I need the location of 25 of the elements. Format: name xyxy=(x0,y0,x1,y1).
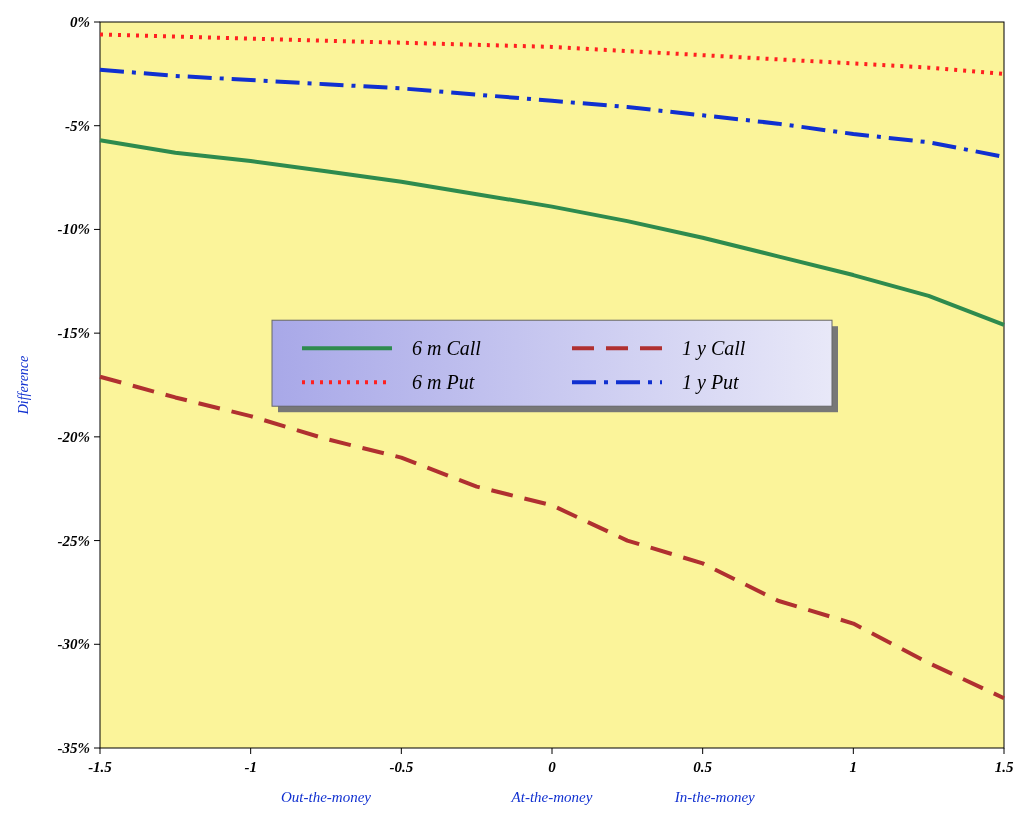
x-tick-label: -0.5 xyxy=(389,759,414,775)
y-tick-label: -30% xyxy=(57,636,90,653)
legend-label: 6 m Put xyxy=(412,371,475,394)
x-tick-label: 0.5 xyxy=(693,759,713,775)
line-series xyxy=(98,138,1006,327)
x-tick-label: 0 xyxy=(548,759,557,775)
y-axis-title: Difference xyxy=(16,355,31,416)
x-tick-label: -1.5 xyxy=(88,759,113,775)
y-tick-label: -25% xyxy=(57,532,90,549)
y-tick-label: -35% xyxy=(57,740,90,756)
y-tick-label: -15% xyxy=(57,325,90,342)
text: Out-the-money xyxy=(281,789,372,805)
x-tick-label: -1 xyxy=(244,759,257,775)
y-tick-label: -20% xyxy=(57,428,90,445)
x-tick-label: 1.5 xyxy=(994,759,1014,775)
y-tick-label: -5% xyxy=(65,117,90,134)
text: At-the-money xyxy=(510,789,593,805)
x-tick-label: 1 xyxy=(849,759,858,775)
y-tick-label: 0% xyxy=(70,14,90,30)
legend-label: 1 y Put xyxy=(682,371,740,395)
legend-label: 1 y Call xyxy=(682,337,746,361)
legend-label: 6 m Call xyxy=(412,337,482,360)
text: In-the-money xyxy=(673,789,756,805)
line-series xyxy=(98,374,1006,701)
y-tick-label: -10% xyxy=(57,221,90,238)
